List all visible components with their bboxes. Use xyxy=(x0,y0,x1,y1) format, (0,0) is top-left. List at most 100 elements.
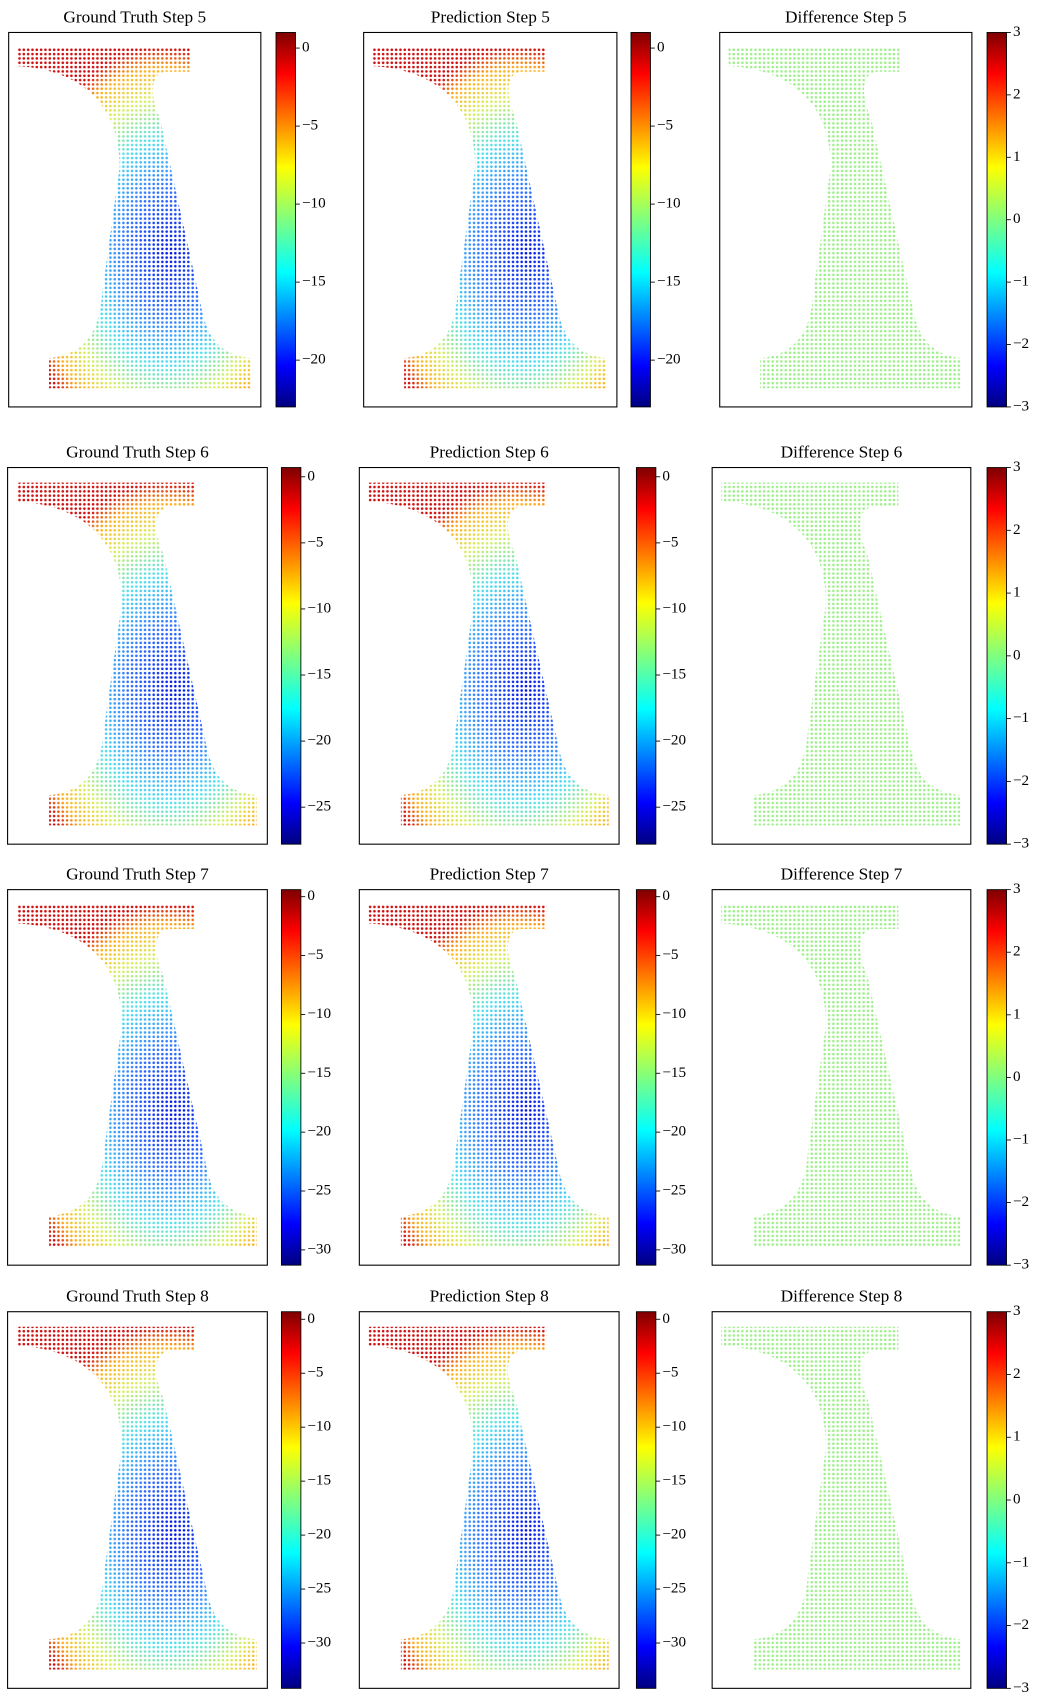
colorbar-tick-label: 1 xyxy=(1013,1428,1021,1445)
colorbar-tick-label: −15 xyxy=(307,1472,331,1489)
panel-title: Difference Step 8 xyxy=(781,1287,903,1306)
panel-title: Ground Truth Step 5 xyxy=(63,7,206,26)
panel-title: Ground Truth Step 6 xyxy=(66,442,209,461)
axes-frame xyxy=(7,466,268,845)
point-cloud xyxy=(16,904,257,1247)
colorbar-tick-label: −20 xyxy=(662,1526,686,1543)
point-cloud xyxy=(16,1326,257,1670)
colorbar-tick-label: −10 xyxy=(657,195,681,212)
colorbar-tick-label: −3 xyxy=(1013,835,1029,852)
colorbar-tick-label: −1 xyxy=(1013,1553,1029,1570)
colorbar-tick-label: −10 xyxy=(662,1005,686,1022)
colorbar-tick-label: −20 xyxy=(662,732,686,749)
colorbar-tick-label: −25 xyxy=(307,798,331,815)
colorbar xyxy=(635,889,657,1266)
colorbar-tick-label: 0 xyxy=(662,887,670,904)
specimen-points xyxy=(368,1326,609,1670)
panel-title: Difference Step 6 xyxy=(781,442,903,461)
colorbar xyxy=(275,32,296,408)
axes-frame xyxy=(711,889,972,1266)
colorbar-tick-label: −20 xyxy=(302,351,326,368)
point-cloud xyxy=(721,1326,961,1670)
colorbar-tick-label: −30 xyxy=(307,1240,331,1257)
colorbar-tick-label: 3 xyxy=(1013,880,1021,897)
colorbar-tick-label: 1 xyxy=(1013,1005,1021,1022)
axes-frame xyxy=(358,889,620,1266)
specimen-points xyxy=(721,482,961,826)
colorbar xyxy=(280,889,302,1266)
panel-title: Prediction Step 6 xyxy=(430,442,549,461)
colorbar-tick-label: −10 xyxy=(662,1418,686,1435)
colorbar-tick-label: 1 xyxy=(1013,584,1021,601)
colorbar-tick-label: −15 xyxy=(307,666,331,683)
colorbar-tick-label: −30 xyxy=(307,1634,331,1651)
colorbar xyxy=(635,467,657,845)
colorbar-tick-label: −1 xyxy=(1013,709,1029,726)
colorbar-tick-label: −20 xyxy=(662,1123,686,1140)
colorbar-tick-label: −15 xyxy=(662,666,686,683)
point-cloud xyxy=(368,904,609,1247)
colorbar-tick-label: −5 xyxy=(662,1364,678,1381)
axes-frame xyxy=(363,31,618,408)
colorbar xyxy=(630,32,651,408)
specimen-points xyxy=(721,904,961,1247)
colorbar-tick-label: 0 xyxy=(1013,1068,1021,1085)
colorbar-tick-label: −5 xyxy=(307,1364,323,1381)
point-cloud xyxy=(728,47,962,389)
colorbar-tick-label: 0 xyxy=(1013,1491,1021,1508)
colorbar-tick-label: 2 xyxy=(1013,943,1021,960)
panel-title: Difference Step 5 xyxy=(785,7,907,26)
colorbar xyxy=(986,889,1007,1266)
colorbar-tick-label: −10 xyxy=(662,599,686,616)
colorbar-tick-label: −2 xyxy=(1013,1193,1029,1210)
axes-frame xyxy=(711,466,972,845)
colorbar-tick-label: −30 xyxy=(662,1240,686,1257)
point-cloud xyxy=(17,47,251,389)
colorbar-tick-label: 0 xyxy=(302,39,310,56)
axes-frame xyxy=(7,889,268,1266)
colorbar-tick-label: 0 xyxy=(307,467,315,484)
colorbar-tick-label: −25 xyxy=(307,1580,331,1597)
colorbar-tick-label: −25 xyxy=(662,1181,686,1198)
panel-title: Difference Step 7 xyxy=(781,865,903,884)
colorbar-tick-label: −20 xyxy=(657,351,681,368)
colorbar-tick-label: −2 xyxy=(1013,335,1029,352)
point-cloud xyxy=(368,482,609,826)
specimen-points xyxy=(16,1326,257,1670)
colorbar-tick-label: 3 xyxy=(1013,458,1021,475)
colorbar xyxy=(280,1311,302,1689)
specimen-points xyxy=(728,47,962,389)
colorbar-tick-label: −10 xyxy=(307,599,331,616)
panel-title: Prediction Step 5 xyxy=(431,7,550,26)
colorbar-tick-label: −10 xyxy=(302,195,326,212)
specimen-points xyxy=(368,482,609,826)
colorbar-tick-label: −5 xyxy=(302,117,318,134)
colorbar-tick-label: −15 xyxy=(657,273,681,290)
colorbar-tick-label: −25 xyxy=(662,798,686,815)
colorbar-tick-label: −3 xyxy=(1013,1679,1029,1696)
specimen-points xyxy=(368,904,609,1247)
colorbar-tick-label: −15 xyxy=(302,273,326,290)
colorbar-tick-label: −15 xyxy=(307,1064,331,1081)
colorbar-tick-label: −2 xyxy=(1013,1616,1029,1633)
specimen-points xyxy=(372,47,607,389)
colorbar-tick-label: 1 xyxy=(1013,148,1021,165)
colorbar-tick-label: −25 xyxy=(307,1181,331,1198)
axes-frame xyxy=(719,31,973,408)
colorbar-tick-label: −5 xyxy=(662,533,678,550)
colorbar-tick-label: −5 xyxy=(657,117,673,134)
colorbar-tick-label: −5 xyxy=(662,946,678,963)
colorbar xyxy=(280,467,302,845)
point-cloud xyxy=(721,904,961,1247)
colorbar-tick-label: −10 xyxy=(307,1005,331,1022)
colorbar-tick-label: 0 xyxy=(1013,210,1021,227)
axes-frame xyxy=(711,1311,972,1689)
colorbar-tick-label: −30 xyxy=(662,1634,686,1651)
specimen-points xyxy=(721,1326,961,1670)
panel-title: Prediction Step 8 xyxy=(430,1287,549,1306)
colorbar-tick-label: 0 xyxy=(662,467,670,484)
colorbar-tick-label: −1 xyxy=(1013,273,1029,290)
axes-frame xyxy=(7,1311,268,1689)
colorbar-tick-label: −3 xyxy=(1013,1256,1029,1273)
